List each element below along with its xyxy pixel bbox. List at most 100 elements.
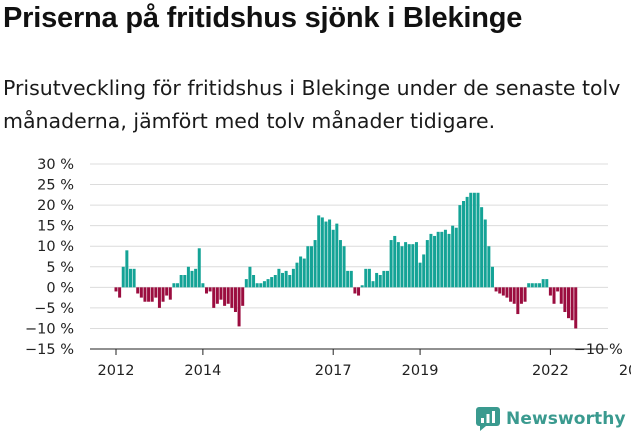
y-tick-label: 0 % — [46, 280, 74, 296]
bar — [281, 272, 285, 288]
bar — [364, 268, 368, 288]
y-tick-label: −5 % — [34, 301, 74, 317]
bar — [288, 275, 292, 288]
y-tick-label: 5 % — [46, 260, 74, 276]
bar — [259, 283, 263, 288]
bar — [360, 285, 364, 288]
bar — [219, 287, 223, 300]
chart-subtitle: Prisutveckling för fritidshus i Blekinge… — [3, 76, 621, 133]
y-tick-label: −10 % — [25, 321, 74, 337]
bar — [338, 240, 342, 288]
x-axis: 2012 2014 2017 2019 2022 2024 — [90, 348, 631, 379]
brand-name: Newsworthy — [506, 409, 626, 429]
bar — [197, 248, 201, 288]
bar — [382, 270, 386, 288]
bar — [128, 268, 132, 288]
bar — [147, 287, 151, 302]
bar — [386, 270, 389, 288]
x-tick-label: 2012 — [98, 363, 135, 379]
bar — [277, 268, 281, 288]
bar — [556, 287, 560, 292]
x-tick-label: 2024 — [619, 363, 631, 379]
bar — [244, 279, 248, 288]
bar — [349, 270, 353, 288]
bar — [255, 283, 259, 288]
bar — [223, 287, 227, 306]
bar — [248, 266, 252, 288]
bar — [176, 283, 180, 288]
bar — [538, 283, 542, 288]
bar — [154, 287, 158, 298]
bar — [309, 246, 313, 288]
bar — [559, 287, 563, 304]
bar — [389, 240, 393, 288]
x-tick-label: 2019 — [402, 363, 439, 379]
bar — [157, 287, 161, 308]
bar — [284, 270, 288, 288]
bar — [422, 254, 426, 288]
bar — [143, 287, 147, 302]
bar — [215, 287, 219, 304]
bar — [570, 287, 574, 321]
bar — [505, 287, 509, 298]
gridlines — [90, 163, 608, 350]
bar — [291, 268, 295, 288]
bar — [567, 287, 570, 319]
y-tick-label: 25 % — [37, 178, 74, 194]
bar — [172, 283, 176, 288]
x-tick-label: 2014 — [184, 363, 221, 379]
bar — [443, 229, 447, 288]
bar — [266, 279, 270, 288]
bar — [302, 258, 306, 288]
bar — [436, 231, 440, 288]
bar — [519, 287, 523, 304]
bar — [317, 215, 321, 288]
end-value-label: −10 % — [574, 342, 623, 358]
bar — [400, 246, 404, 288]
bar — [183, 275, 187, 288]
bar — [563, 287, 567, 312]
bar — [454, 227, 458, 288]
bar — [165, 287, 169, 296]
bar — [262, 281, 266, 288]
bar — [299, 256, 303, 288]
bar — [527, 283, 531, 288]
bar — [252, 275, 256, 288]
bar — [404, 242, 408, 288]
annotations: −10 % — [563, 342, 623, 358]
bar — [186, 266, 190, 288]
newsworthy-logo-icon — [476, 407, 500, 431]
bar — [414, 242, 418, 288]
bar — [136, 287, 140, 294]
bar — [335, 223, 339, 288]
bar — [516, 287, 520, 315]
y-tick-label: 20 % — [37, 198, 74, 214]
bar — [230, 287, 234, 308]
bar — [161, 287, 165, 302]
y-axis: 30 % 25 % 20 % 15 % 10 % 5 % 0 % −5 % −10 % −15 % — [25, 157, 74, 358]
bar — [541, 279, 545, 288]
bar — [393, 235, 397, 288]
bar — [139, 287, 143, 298]
bar — [233, 287, 237, 312]
bar — [208, 287, 212, 292]
bar — [501, 287, 505, 296]
bar — [494, 287, 498, 292]
bar — [530, 283, 534, 288]
bar — [295, 262, 299, 288]
bar — [574, 287, 578, 329]
bar — [411, 244, 415, 288]
bar — [545, 279, 549, 288]
bar — [523, 287, 527, 302]
bar — [353, 287, 357, 294]
bars — [114, 192, 578, 329]
bar — [118, 287, 122, 298]
bar — [472, 192, 476, 288]
bar — [498, 287, 502, 294]
bar — [490, 266, 494, 288]
bar — [548, 287, 552, 296]
bar — [509, 287, 513, 302]
bar — [150, 287, 154, 302]
bar — [367, 268, 371, 288]
